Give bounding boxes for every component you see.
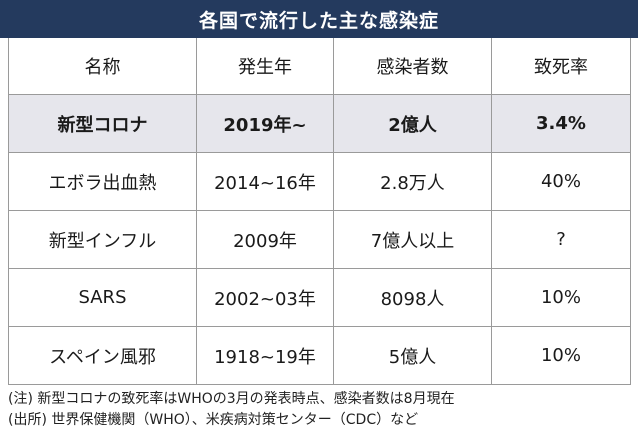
column-header-year: 発生年 [196, 38, 334, 95]
infected-count: 5億人 [333, 326, 492, 385]
fatality-rate: 10% [491, 268, 631, 327]
table-title: 各国で流行した主な感染症 [0, 0, 638, 38]
source-text: (出所) 世界保健機関（WHO）、米疾病対策センター（CDC）など [8, 412, 419, 428]
infected-count: 7億人以上 [333, 210, 492, 269]
note-text: (注) 新型コロナの致死率はWHOの3月の発表時点、感染者数は8月現在 [8, 391, 455, 407]
outbreak-year: 1918~19年 [196, 326, 334, 385]
disease-name: エボラ出血熱 [8, 152, 197, 211]
column-header-name: 名称 [8, 38, 197, 95]
column-header-infected: 感染者数 [333, 38, 492, 95]
disease-name: スペイン風邪 [8, 326, 197, 385]
table-row: スペイン風邪 1918~19年 5億人 10% [8, 326, 631, 385]
table-row: エボラ出血熱 2014~16年 2.8万人 40% [8, 152, 631, 211]
fatality-rate: 3.4% [491, 94, 631, 153]
disease-name: SARS [8, 268, 197, 327]
outbreak-year: 2009年 [196, 210, 334, 269]
infected-count: 2.8万人 [333, 152, 492, 211]
disease-name: 新型インフル [8, 210, 197, 269]
header-row: 名称 発生年 感染者数 致死率 [8, 38, 631, 95]
footnotes: (注) 新型コロナの致死率はWHOの3月の発表時点、感染者数は8月現在 (出所)… [8, 389, 638, 431]
fatality-rate: 40% [491, 152, 631, 211]
column-header-fatality: 致死率 [491, 38, 631, 95]
table-row: 新型コロナ 2019年~ 2億人 3.4% [8, 94, 631, 153]
infected-count: 8098人 [333, 268, 492, 327]
infected-count: 2億人 [333, 94, 492, 153]
fatality-rate: 10% [491, 326, 631, 385]
table-row: SARS 2002~03年 8098人 10% [8, 268, 631, 327]
fatality-rate: ? [491, 210, 631, 269]
table-row: 新型インフル 2009年 7億人以上 ? [8, 210, 631, 269]
infectious-disease-table: 名称 発生年 感染者数 致死率 新型コロナ 2019年~ 2億人 3.4% エボ… [8, 38, 631, 385]
disease-name: 新型コロナ [8, 94, 197, 153]
outbreak-year: 2014~16年 [196, 152, 334, 211]
outbreak-year: 2002~03年 [196, 268, 334, 327]
outbreak-year: 2019年~ [196, 94, 334, 153]
